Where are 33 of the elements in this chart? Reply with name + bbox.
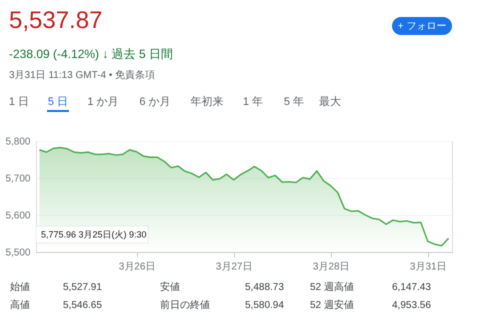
text: 最大 — [319, 95, 341, 108]
text: + フォロー — [398, 21, 446, 32]
text: 52 週高値 — [310, 281, 354, 293]
text: 5 年 — [284, 96, 304, 108]
y-tick-label: 5,800 — [5, 136, 31, 148]
text: 1 か月 — [87, 96, 119, 108]
text: 5,580.94 — [245, 300, 284, 311]
text: 6,147.43 — [392, 282, 432, 293]
text: 5,527.91 — [63, 282, 102, 293]
x-tick-label: 3月28日 — [312, 262, 350, 272]
text: 安値 — [160, 281, 180, 293]
chart-title: 5,537.87 — [9, 7, 102, 34]
chart-subtitle: -238.09 (-4.12%) ↓ 過去 5 日間 — [9, 47, 174, 61]
text: 3月31日 11:13 GMT-4 • 免責条項 — [9, 69, 156, 81]
text: 52 週安値 — [310, 299, 354, 311]
text: 始値 — [10, 281, 30, 293]
x-tick-label: 3月31日 — [410, 262, 447, 272]
text: 5 日 — [48, 96, 68, 108]
text: 5,488.73 — [245, 282, 284, 293]
text: 5,546.65 — [63, 300, 102, 311]
x-tick-label: 3月27日 — [216, 262, 252, 272]
y-tick-label: 5,600 — [5, 210, 31, 222]
text: 1 年 — [242, 96, 264, 108]
text: 1 日 — [8, 96, 30, 108]
text: 前日の終値 — [160, 299, 210, 311]
y-tick-label: 5,500 — [5, 248, 31, 258]
annotation: 5,775.96 3月25日(火) 9:30 — [41, 230, 147, 240]
y-tick-label: 5,700 — [5, 174, 31, 184]
x-tick-label: 3月26日 — [118, 262, 156, 272]
text: 6 か月 — [139, 96, 171, 108]
text: 4,953.56 — [392, 300, 432, 311]
text: 年初来 — [190, 95, 224, 108]
text: 高値 — [10, 299, 30, 311]
